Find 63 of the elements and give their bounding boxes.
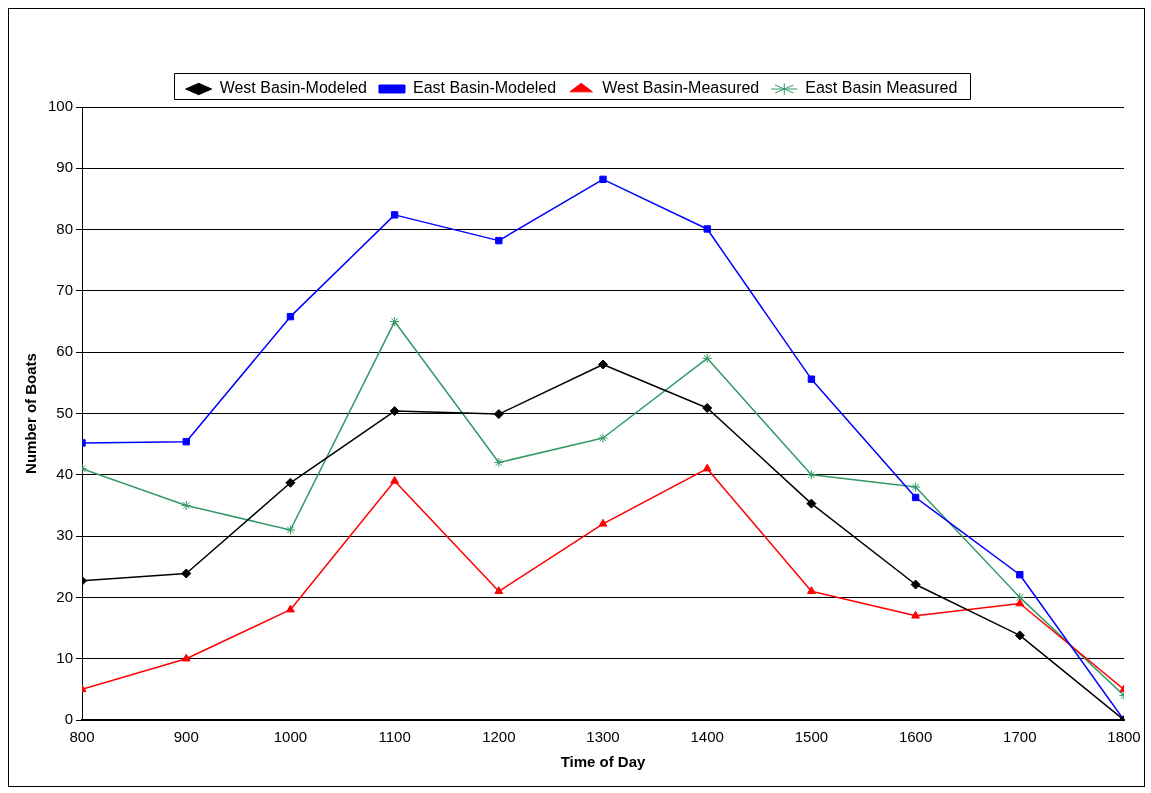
point — [703, 225, 711, 233]
point — [181, 653, 191, 662]
x-tick-label: 800 — [69, 728, 95, 746]
point — [285, 524, 296, 535]
point — [598, 518, 608, 527]
point — [807, 586, 816, 595]
point — [806, 498, 817, 509]
point — [493, 409, 504, 420]
point — [286, 604, 295, 613]
point — [1016, 571, 1024, 579]
y-tick-label: 80 — [56, 219, 74, 237]
point — [390, 475, 400, 484]
y-tick-label: 70 — [56, 281, 74, 299]
x-tick-label: 1800 — [1107, 728, 1141, 746]
x-tick-label: 900 — [173, 728, 199, 746]
point — [286, 312, 295, 321]
legend-label: East Basin Measured — [805, 79, 958, 97]
legend-label: East Basin-Modeled — [412, 79, 557, 97]
legend-label: West Basin-Modeled — [219, 79, 367, 97]
y-tick-label: 60 — [56, 342, 74, 360]
y-axis-title: Number of Boats — [22, 353, 40, 474]
point — [493, 457, 504, 468]
point — [182, 438, 190, 446]
x-axis-title: Time of Day — [560, 753, 647, 771]
x-tick-label: 1500 — [794, 728, 829, 746]
point — [1015, 598, 1025, 607]
point — [390, 211, 399, 219]
point — [598, 433, 609, 444]
x-tick-label: 1600 — [898, 728, 933, 746]
y-tick-label: 100 — [48, 97, 74, 115]
x-tick-label: 1300 — [586, 728, 620, 746]
y-tick-label: 90 — [56, 158, 74, 176]
y-tick-label: 40 — [56, 464, 74, 482]
point — [181, 500, 192, 511]
point — [599, 175, 607, 184]
x-tick-label: 1400 — [690, 728, 724, 746]
point — [910, 482, 921, 493]
y-tick-label: 20 — [56, 587, 74, 605]
point — [495, 236, 503, 245]
y-tick-label: 50 — [56, 403, 74, 421]
point — [702, 463, 712, 472]
point — [598, 359, 609, 370]
x-tick-label: 1200 — [482, 728, 516, 746]
point — [285, 477, 296, 488]
point — [181, 568, 192, 579]
point — [910, 579, 921, 590]
point — [494, 586, 504, 595]
x-tick-label: 1000 — [273, 728, 308, 746]
point — [702, 402, 713, 413]
point — [806, 469, 817, 480]
point — [807, 375, 816, 383]
x-tick-label: 1100 — [378, 728, 411, 746]
x-tick-label: 1700 — [1003, 728, 1037, 746]
y-tick-label: 10 — [56, 648, 74, 666]
point — [389, 406, 400, 417]
y-tick-label: 0 — [64, 710, 74, 728]
y-tick-label: 30 — [56, 526, 74, 544]
point — [702, 353, 713, 364]
legend-label: West Basin-Measured — [602, 79, 760, 97]
point — [911, 493, 920, 502]
point — [1014, 630, 1025, 641]
point — [911, 610, 920, 619]
point — [389, 316, 400, 327]
